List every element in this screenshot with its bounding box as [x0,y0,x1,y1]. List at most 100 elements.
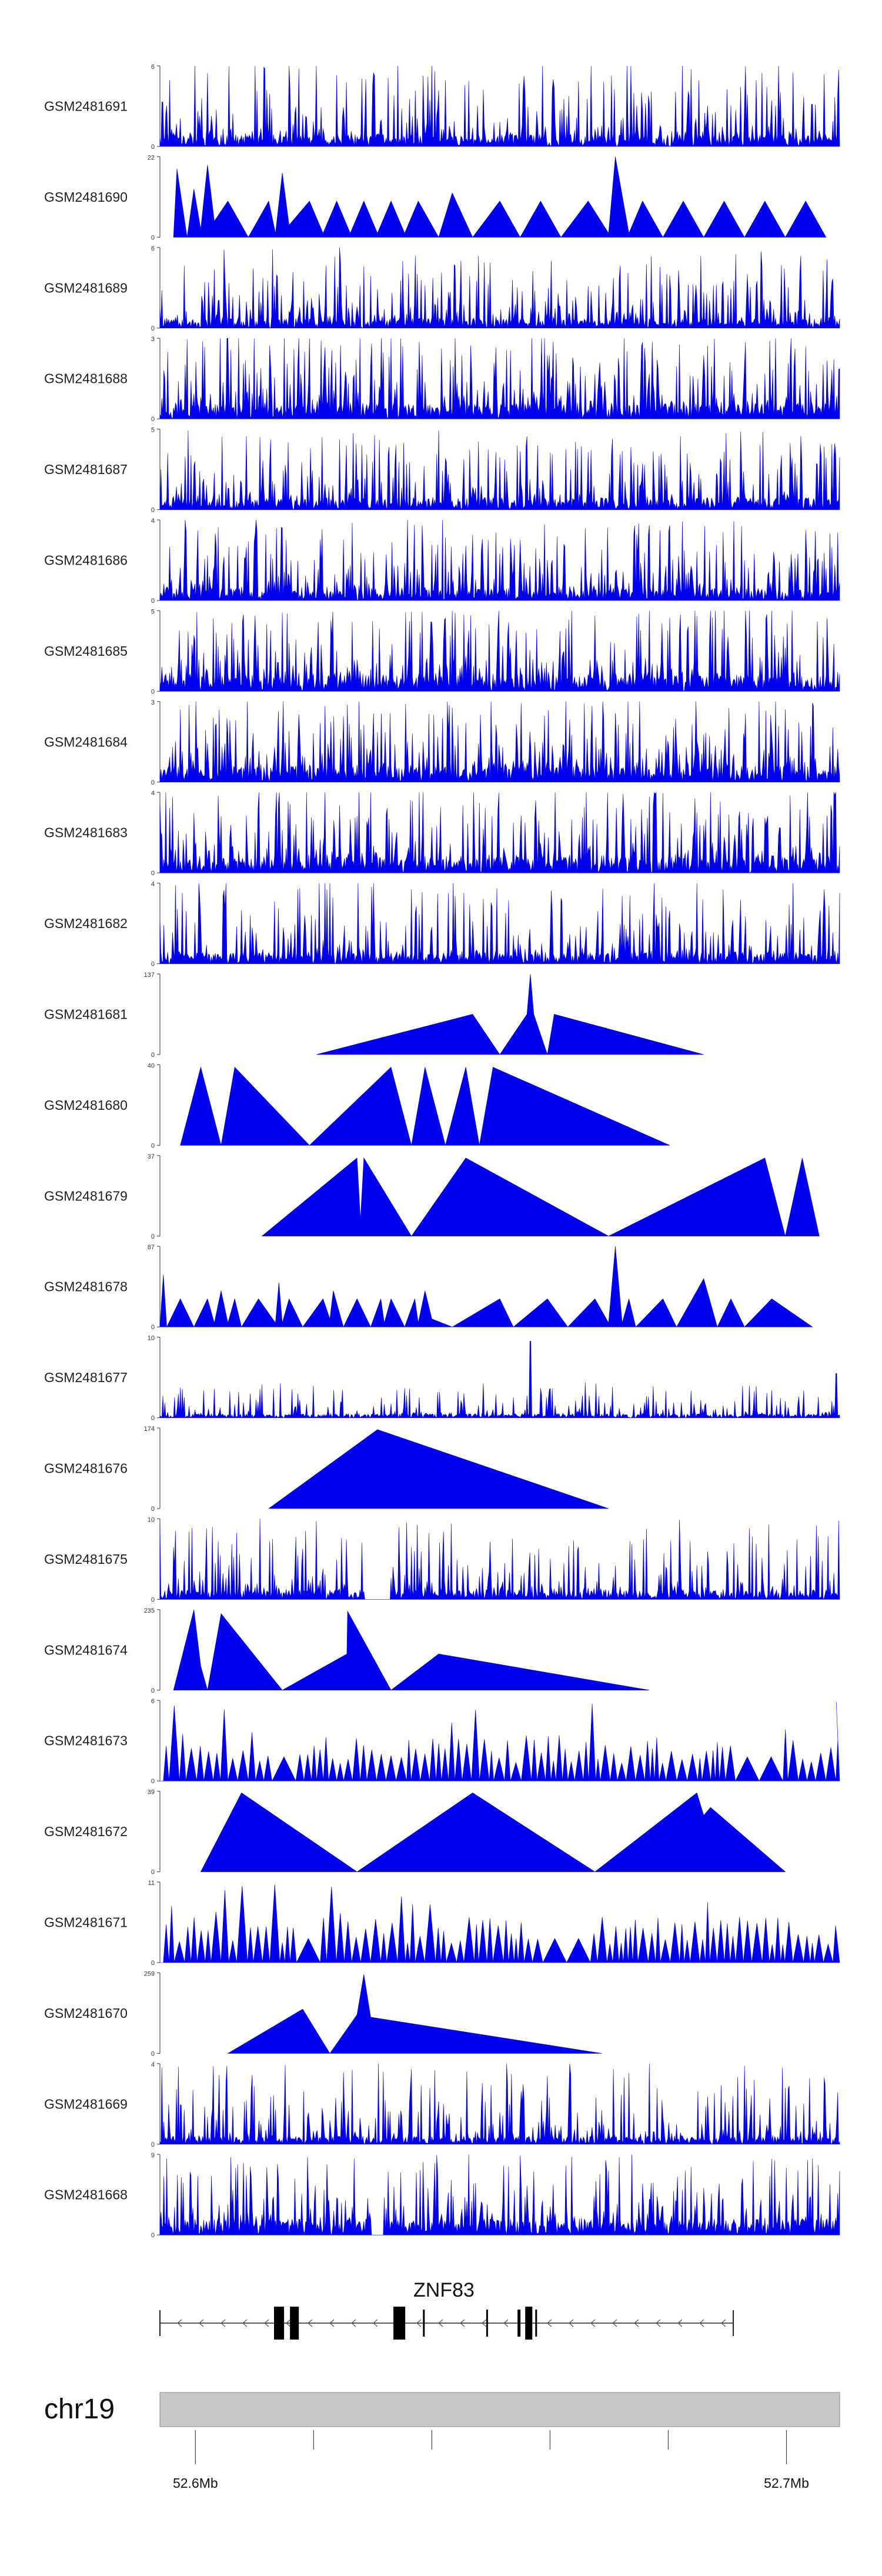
y-max-label: 6 [151,1698,155,1705]
coverage-area [159,1246,813,1328]
y-max-label: 4 [151,881,155,888]
exon-block [290,2307,299,2340]
track-GSM2481689: GSM2481689 6 0 [44,245,840,332]
y-max-label: 10 [148,1516,155,1523]
y-max-label: 4 [151,518,155,525]
strand-arrow-icon [699,2319,704,2327]
track-GSM2481690: GSM2481690 22 0 [44,154,827,241]
axis-tick-label: 52.7Mb [764,2475,809,2491]
coverage-area [180,1066,670,1146]
strand-arrow-icon [308,2319,313,2327]
track-GSM2481672: GSM2481672 39 0 [44,1789,786,1876]
track-GSM2481691: GSM2481691 6 0 [44,64,840,151]
y-min-label: 0 [151,234,155,241]
coverage-area [159,2154,840,2235]
track-GSM2481687: GSM2481687 5 0 [44,427,840,514]
chromosome-label: chr19 [44,2394,115,2425]
coverage-area [261,1157,820,1237]
y-min-label: 0 [151,144,155,151]
coverage-area [159,1341,840,1419]
track-label: GSM2481689 [44,280,128,295]
track-label: GSM2481676 [44,1461,128,1476]
axis-tick-label: 52.6Mb [173,2475,218,2491]
coverage-area [159,610,840,692]
coverage-area [316,973,704,1055]
y-max-label: 11 [148,1880,155,1887]
track-label: GSM2481691 [44,99,128,114]
exon-block [517,2310,521,2337]
track-label: GSM2481671 [44,1915,128,1930]
strand-arrow-icon [264,2319,269,2327]
track-GSM2481676: GSM2481676 174 0 [44,1426,609,1513]
track-label: GSM2481690 [44,189,128,205]
y-min-label: 0 [151,1233,155,1240]
track-GSM2481684: GSM2481684 3 0 [44,699,840,786]
coverage-area [200,1792,786,1872]
y-min-label: 0 [151,1506,155,1513]
track-label: GSM2481677 [44,1370,128,1385]
strand-arrow-icon [612,2319,617,2327]
track-label: GSM2481678 [44,1279,128,1294]
coverage-area [159,247,840,329]
y-max-label: 5 [151,608,155,615]
track-label: GSM2481680 [44,1097,128,1113]
y-min-label: 0 [151,2141,155,2148]
coverage-area [173,1609,650,1691]
y-min-label: 0 [151,1052,155,1059]
coverage-area [159,883,840,965]
track-GSM2481679: GSM2481679 37 0 [44,1153,820,1240]
gene-model: ZNF83 [159,2279,734,2340]
coverage-area [159,519,840,601]
coverage-area [159,338,840,419]
y-max-label: 4 [151,2061,155,2068]
coverage-area [160,1884,840,1964]
exon-block [486,2310,488,2337]
strand-arrow-icon [721,2319,726,2327]
strand-arrow-icon [242,2319,248,2327]
track-label: GSM2481679 [44,1188,128,1203]
strand-arrow-icon [677,2319,683,2327]
y-max-label: 39 [148,1789,155,1796]
track-label: GSM2481681 [44,1007,128,1022]
coverage-area [159,2063,840,2145]
y-max-label: 3 [151,699,155,706]
chromosome-bar [159,2392,840,2427]
track-GSM2481678: GSM2481678 87 0 [44,1244,813,1331]
y-min-label: 0 [151,325,155,332]
track-GSM2481670: GSM2481670 259 0 [44,1970,602,2057]
exon-block [535,2310,537,2337]
coverage-area [160,1701,840,1782]
y-max-label: 3 [151,336,155,343]
y-max-label: 22 [148,154,155,161]
strand-arrow-icon [590,2319,596,2327]
track-GSM2481682: GSM2481682 4 0 [44,881,840,968]
track-label: GSM2481673 [44,1733,128,1749]
exon-block [423,2310,425,2337]
y-min-label: 0 [151,1324,155,1331]
track-label: GSM2481688 [44,371,128,386]
coverage-area [159,792,840,873]
track-GSM2481686: GSM2481686 4 0 [44,518,840,605]
y-max-label: 10 [148,1335,155,1342]
y-min-label: 0 [151,1960,155,1967]
y-max-label: 259 [144,1970,155,1977]
y-min-label: 0 [151,1596,155,1603]
strand-arrow-icon [503,2319,509,2327]
track-label: GSM2481684 [44,734,128,749]
strand-arrow-icon [482,2319,487,2327]
track-GSM2481675: GSM2481675 10 0 [44,1516,840,1603]
track-label: GSM2481686 [44,553,128,568]
y-min-label: 0 [151,870,155,877]
y-min-label: 0 [151,2050,155,2057]
strand-arrow-icon [569,2319,574,2327]
y-min-label: 0 [151,507,155,514]
strand-arrow-icon [634,2319,639,2327]
y-max-label: 5 [151,427,155,434]
y-max-label: 40 [148,1062,155,1069]
track-label: GSM2481683 [44,825,128,840]
track-label: GSM2481669 [44,2096,128,2111]
track-GSM2481674: GSM2481674 235 0 [44,1607,650,1694]
exon-block [525,2307,533,2340]
track-GSM2481669: GSM2481669 4 0 [44,2061,840,2148]
